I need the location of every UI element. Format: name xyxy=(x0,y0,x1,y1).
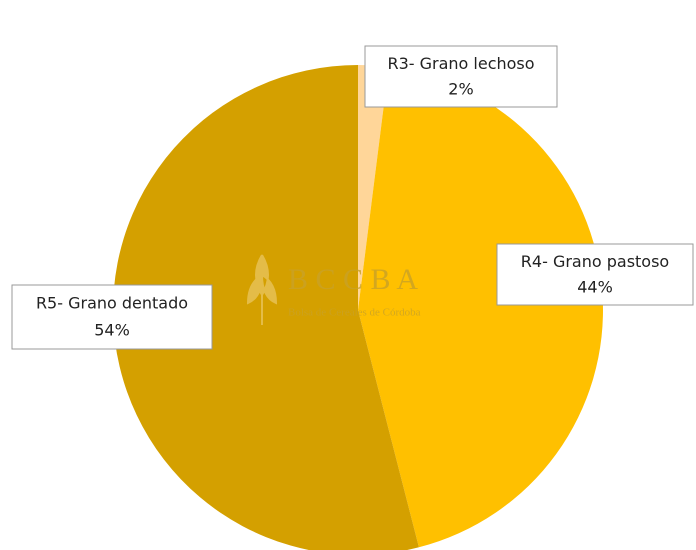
label-box xyxy=(496,243,694,306)
wheat-icon xyxy=(246,254,278,325)
label-box xyxy=(364,45,558,108)
pie-slice xyxy=(113,65,419,550)
label-box xyxy=(11,284,213,350)
category-label: R5- Grano dentado xyxy=(36,294,188,313)
watermark-subtitle: Bolsa de Cereales de Córdoba xyxy=(288,307,421,319)
pie-slice xyxy=(358,65,389,310)
watermark-title: B C C B A xyxy=(288,263,418,296)
value-label: 54% xyxy=(94,321,130,340)
category-label: R4- Grano pastoso xyxy=(521,252,669,271)
category-label: R3- Grano lechoso xyxy=(387,54,534,73)
pie-slice xyxy=(358,66,603,548)
pie xyxy=(113,65,603,550)
value-label: 44% xyxy=(577,277,613,296)
labels: R3- Grano lechoso 2% R4- Grano pastoso 44% R… xyxy=(11,45,694,350)
value-label: 2% xyxy=(448,79,473,98)
watermark: B C C B A Bolsa de Cereales de Córdoba xyxy=(246,254,421,325)
